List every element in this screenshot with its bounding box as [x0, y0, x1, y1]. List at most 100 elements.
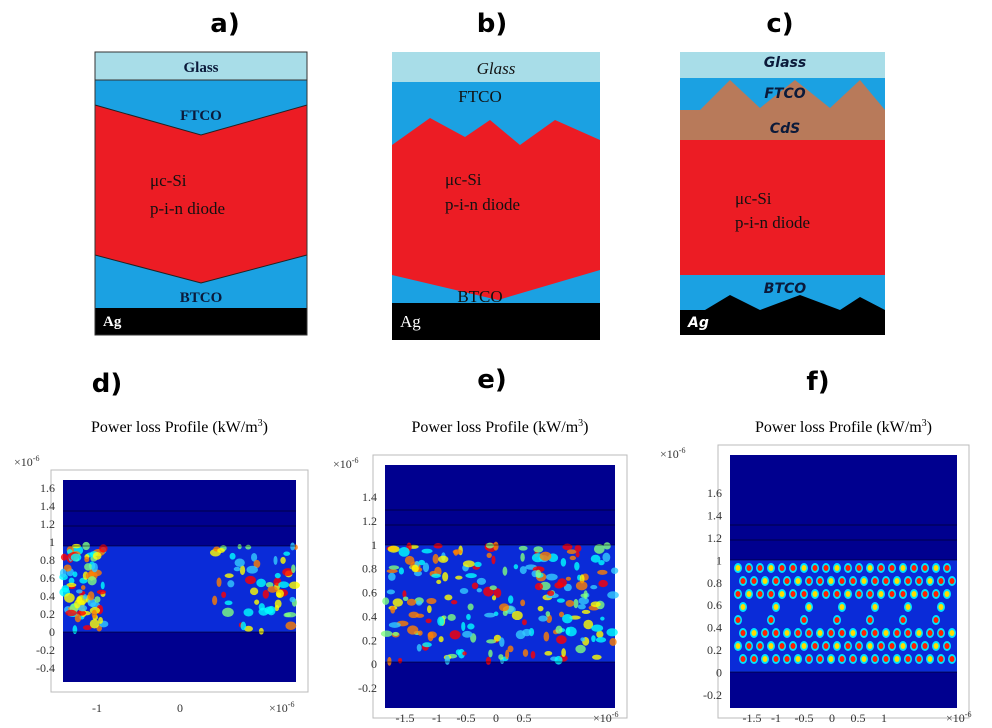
- heatmap-spot: [758, 643, 763, 649]
- heatmap-spot: [466, 614, 471, 620]
- heatmap-spot: [289, 597, 295, 602]
- heatmap-spot: [535, 583, 543, 590]
- exponent-base: ×10: [593, 711, 612, 725]
- heatmap-spot: [851, 630, 856, 636]
- heatmap-spot: [263, 590, 269, 599]
- heatmap-spot: [84, 563, 92, 570]
- heatmap-spot: [917, 578, 922, 584]
- heatmap-spot: [65, 610, 76, 616]
- heatmap-spot: [901, 591, 906, 597]
- heatmap-spot: [774, 630, 779, 636]
- heatmap-spot: [901, 617, 906, 623]
- x-tick-label: -1.5: [396, 711, 415, 725]
- heatmap-spot: [519, 546, 528, 551]
- heatmap-spot: [88, 591, 95, 600]
- layer-label: Ag: [400, 312, 421, 331]
- heatmap-spot: [890, 565, 895, 571]
- heatmap-spot: [600, 617, 604, 621]
- exponent-base: ×10: [946, 711, 965, 725]
- heatmap-spot: [879, 643, 884, 649]
- heatmap-spot: [387, 569, 398, 573]
- heatmap-spot: [486, 639, 496, 643]
- heatmap-spot: [884, 656, 889, 662]
- layer-label: Glass: [764, 55, 806, 71]
- heatmap-spot: [422, 642, 432, 647]
- heatmap-spot: [439, 636, 444, 642]
- heatmap-spot: [544, 632, 550, 642]
- y-tick-label: 0.2: [707, 643, 722, 657]
- heatmap-spot: [234, 567, 241, 571]
- heatmap-spot: [763, 656, 768, 662]
- heatmap-spot: [868, 565, 873, 571]
- heatmap-spot: [83, 594, 87, 599]
- heatmap-spot: [101, 582, 105, 590]
- heatmap-spot: [884, 578, 889, 584]
- heatmap-spot: [217, 578, 222, 587]
- heatmap-spot: [278, 581, 289, 588]
- heatmap-spot: [81, 585, 86, 590]
- heatmap-spot: [94, 596, 100, 603]
- heatmap-spot: [87, 576, 96, 585]
- heatmap-spot: [840, 578, 845, 584]
- layer-ag: [392, 303, 600, 340]
- x-tick-label: 0.5: [851, 711, 866, 725]
- heatmap-spot: [225, 573, 234, 578]
- heatmap-spot: [467, 623, 474, 629]
- heatmap-spot: [60, 569, 67, 578]
- heatmap-spot: [578, 604, 586, 609]
- heatmap-spot: [934, 565, 939, 571]
- heatmap-spot: [91, 563, 97, 573]
- heatmap-spot: [533, 546, 543, 552]
- heatmap-spot: [431, 574, 441, 578]
- heatmap-spot: [486, 543, 494, 549]
- heatmap-spot: [741, 604, 746, 610]
- heatmap-spot: [752, 578, 757, 584]
- exponent: -6: [352, 456, 359, 465]
- heatmap-spot: [461, 622, 465, 631]
- heatmap-spot: [950, 578, 955, 584]
- heatmap-spot: [813, 591, 818, 597]
- heatmap-spot: [520, 553, 525, 562]
- x-tick-label: 0: [829, 711, 835, 725]
- heatmap-spot: [796, 630, 801, 636]
- heatmap-spot: [906, 604, 911, 610]
- heatmap-spot: [846, 643, 851, 649]
- heatmap-spot: [747, 591, 752, 597]
- heatmap-spot: [890, 643, 895, 649]
- heatmap-spot: [807, 656, 812, 662]
- heatmap-spot: [912, 591, 917, 597]
- y-tick-label: 1: [49, 535, 55, 549]
- heatmap-spot: [398, 658, 402, 664]
- heatmap-spot: [463, 560, 475, 567]
- heatmap-spot: [546, 611, 551, 617]
- heatmap-spot: [254, 599, 259, 604]
- heatmap-spot: [829, 630, 834, 636]
- heatmap-spot: [399, 547, 410, 557]
- layer-label: Glass: [183, 60, 218, 76]
- heatmap-spot: [575, 645, 585, 654]
- layer-label: FTCO: [180, 108, 222, 124]
- heatmap-spot: [873, 578, 878, 584]
- heatmap-spot: [491, 555, 495, 564]
- layer-label: p-i-n diode: [150, 199, 225, 218]
- heatmap-spot: [544, 651, 552, 656]
- heatmap-spot: [945, 643, 950, 649]
- layer-label: CdS: [770, 121, 800, 137]
- heatmap-spot: [462, 631, 472, 638]
- heatmap-spot: [747, 565, 752, 571]
- heatmap-spot: [557, 598, 565, 602]
- heatmap-spot: [570, 556, 576, 560]
- layer-label: μc-Si: [445, 170, 482, 189]
- heatmap-spot: [763, 630, 768, 636]
- heatmap-spot: [84, 557, 89, 563]
- heatmap-spot: [258, 608, 268, 616]
- heatmap-spot: [238, 544, 242, 549]
- heatmap-spot: [403, 596, 408, 601]
- heatmap-spot: [807, 604, 812, 610]
- layer-label: BTCO: [457, 287, 502, 306]
- y-tick-label: 0.4: [40, 589, 55, 603]
- y-tick-label: 1.6: [40, 481, 55, 495]
- heatmap-spot: [785, 578, 790, 584]
- heatmap-spot: [901, 565, 906, 571]
- heatmap-spot: [275, 573, 281, 578]
